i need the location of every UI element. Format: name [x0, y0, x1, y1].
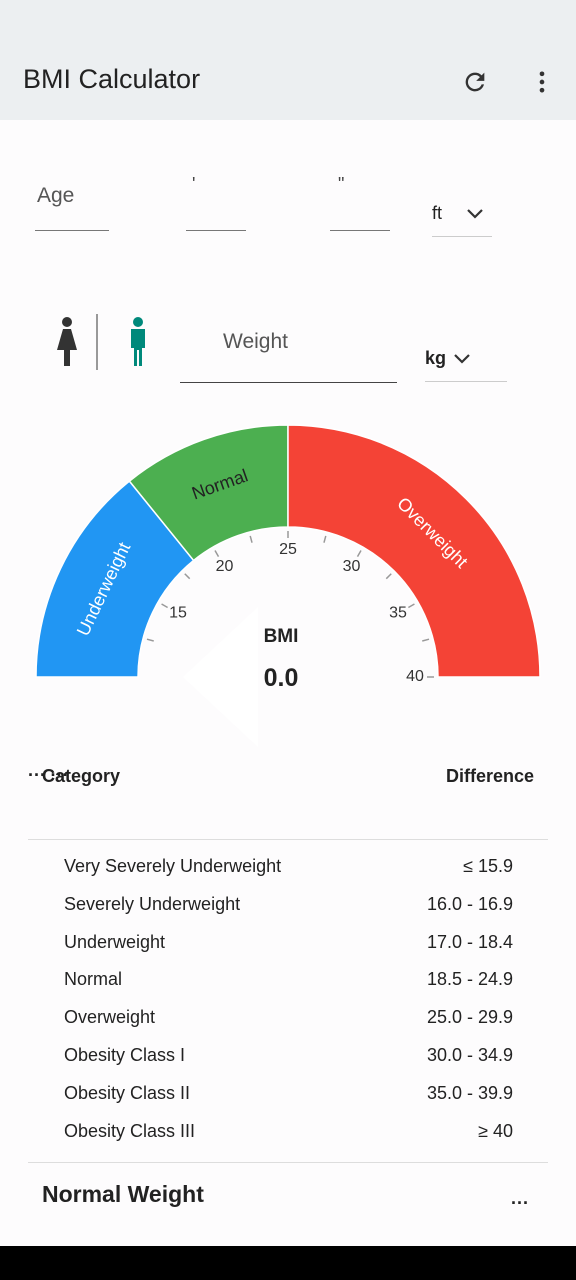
weight-unit-value: kg: [425, 348, 447, 368]
result-more-button[interactable]: ...: [511, 1188, 530, 1208]
bmi-value: 0.0: [264, 664, 299, 692]
bmi-table-header: Category Difference ... ...: [28, 760, 548, 840]
feet-underline: [186, 230, 246, 231]
gauge-tick: [408, 603, 415, 609]
weight-label: Weight: [223, 330, 288, 353]
gauge-title: BMI: [264, 626, 299, 647]
gauge-tick-label: 30: [343, 558, 361, 575]
table-row: Obesity Class III ≥ 40: [64, 1120, 513, 1141]
navigation-bar: [0, 1246, 576, 1280]
category-placeholder: ...: [28, 760, 47, 780]
male-icon[interactable]: [123, 316, 153, 368]
chevron-down-icon: [454, 354, 470, 364]
height-unit-value: ft: [432, 203, 443, 223]
app-bar: BMI Calculator: [0, 44, 576, 120]
age-label: Age: [37, 184, 75, 207]
status-bar: [0, 0, 576, 44]
inches-underline: [330, 230, 390, 231]
gauge-segment-overweight: [287, 424, 541, 678]
gauge-tick: [146, 638, 154, 642]
bmi-table: Very Severely Underweight ≤ 15.9 Severely…: [28, 850, 548, 1152]
app-title: BMI Calculator: [23, 64, 201, 94]
age-input[interactable]: Age: [35, 170, 109, 231]
gauge-tick-label: 40: [406, 668, 424, 685]
difference-placeholder: ...: [50, 760, 69, 780]
height-unit-dropdown[interactable]: ft: [432, 195, 492, 237]
gauge-tick-label: 35: [389, 605, 407, 622]
inches-input[interactable]: ": [330, 170, 390, 231]
weight-underline: [180, 382, 397, 383]
table-row: Overweight 25.0 - 29.9: [64, 1007, 513, 1028]
refresh-icon: [465, 72, 485, 92]
result-divider: [28, 1162, 548, 1163]
weight-unit-dropdown[interactable]: kg: [425, 340, 507, 382]
gauge-tick: [385, 573, 392, 580]
gauge-tick: [184, 573, 191, 580]
gauge-tick-label: 20: [216, 558, 234, 575]
gauge-tick: [161, 603, 168, 609]
table-row: Obesity Class II 35.0 - 39.9: [64, 1082, 513, 1103]
gauge-tick-label: 25: [279, 541, 297, 558]
gauge-tick-label: 15: [169, 605, 187, 622]
more-options-button[interactable]: [522, 62, 562, 102]
gauge-pointer: [183, 607, 258, 747]
age-underline: [35, 230, 109, 231]
weight-input[interactable]: Weight: [180, 320, 397, 383]
table-row: Severely Underweight 16.0 - 16.9: [64, 893, 513, 914]
gauge-tick: [323, 535, 327, 543]
table-row: Very Severely Underweight ≤ 15.9: [64, 856, 513, 876]
table-row: Underweight 17.0 - 18.4: [64, 931, 513, 952]
inches-label: ": [338, 174, 345, 194]
category-header: Category: [42, 766, 121, 786]
feet-input[interactable]: ': [186, 170, 246, 231]
result-label: Normal Weight: [42, 1181, 204, 1207]
difference-header: Difference: [445, 766, 534, 786]
table-row: Obesity Class I 30.0 - 34.9: [64, 1044, 513, 1065]
refresh-button[interactable]: [455, 62, 495, 102]
gauge-tick: [249, 535, 253, 543]
gauge-tick: [356, 550, 362, 557]
more-vert-icon: [539, 71, 545, 93]
gender-divider: [96, 314, 98, 370]
table-row: Normal 18.5 - 24.9: [64, 969, 513, 990]
gauge-tick: [214, 550, 220, 557]
female-icon[interactable]: [52, 316, 82, 368]
gauge-tick: [422, 638, 430, 642]
chevron-down-icon: [467, 209, 483, 219]
feet-label: ': [192, 174, 196, 194]
